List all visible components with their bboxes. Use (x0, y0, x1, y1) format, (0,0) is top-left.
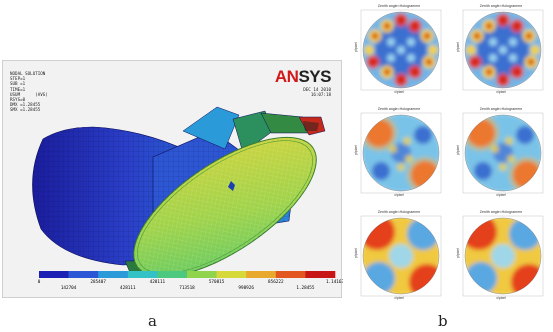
map-ylabel: y/pixel (353, 248, 358, 258)
map-ylabel: y/pixel (353, 42, 358, 52)
time-text: 16:07:18 (310, 92, 331, 98)
map-xlabel: x/pixel (394, 193, 404, 197)
panel-label-a: a (148, 312, 157, 330)
legend-swatch (68, 271, 99, 278)
legend-swatch (246, 271, 277, 278)
legend-tick-label: 713518 (179, 285, 195, 291)
legend-swatch (39, 271, 69, 278)
legend-swatch (275, 271, 306, 278)
panel-label-b: b (438, 312, 448, 330)
date-text: DEC 14 2010 (303, 87, 331, 92)
legend-tick-label: 428111 (120, 285, 136, 291)
map-xlabel: x/pixel (496, 90, 506, 94)
legend-tick-label: 142704 (61, 285, 77, 291)
map-title: Zenith angle=Hologramme (479, 107, 523, 111)
map-title: Zenith angle=Hologramme (377, 107, 421, 111)
map-ylabel: y/pixel (455, 145, 460, 155)
map-title: Zenith angle=Hologramme (479, 4, 523, 8)
legend-swatch (305, 271, 336, 278)
legend-tick-label: 998926 (238, 285, 254, 291)
contour-map: Zenith angle=Hologramme y/pixel x/pixel (455, 106, 547, 198)
legend-tick-label: 570815 (209, 279, 225, 285)
map-ylabel: y/pixel (455, 248, 460, 258)
header-line: NODAL SOLUTION (10, 71, 46, 76)
contour-map: Zenith angle=Hologramme y/pixel x/pixel (353, 106, 445, 198)
contour-map: Zenith angle=Hologramme y/pixel x/pixel (353, 209, 445, 301)
map-xlabel: x/pixel (496, 193, 506, 197)
legend-swatch (216, 271, 247, 278)
map-title: Zenith angle=Hologramme (377, 210, 421, 214)
legend-tick-label: 428111 (150, 279, 166, 285)
support-frame (182, 106, 240, 150)
ansys-logo: ANSYS (274, 67, 332, 87)
logo-suffix: SYS (298, 67, 331, 86)
map-title: Zenith angle=Hologramme (479, 210, 523, 214)
header-line: SUB =1 (10, 81, 26, 87)
map-ylabel: y/pixel (353, 145, 358, 155)
legend-swatch (157, 271, 188, 278)
header-line: TIME=1 (10, 86, 26, 92)
logo-prefix: AN (274, 67, 299, 86)
header-line: USUM (AVG) (10, 91, 48, 97)
contour-map: Zenith angle=Hologramme y/pixel x/pixel (455, 209, 547, 301)
legend-swatch (187, 271, 217, 278)
map-xlabel: x/pixel (496, 296, 506, 300)
legend-tick-label: 0 (38, 279, 41, 285)
map-title: Zenith angle=Hologramme (377, 4, 421, 8)
color-legend: 0 285407 428111 570815 856222 1.14163 142704 42… (38, 271, 343, 291)
legend-tick-label: 1.28455 (296, 285, 315, 291)
map-ylabel: y/pixel (455, 42, 460, 52)
legend-swatch (98, 271, 129, 278)
legend-swatch (127, 271, 158, 278)
contour-map: Zenith angle=Hologramme y/pixel x/pixel (353, 3, 445, 95)
header-line: DMX =1.28455 (10, 102, 41, 108)
map-xlabel: x/pixel (394, 296, 404, 300)
solution-header: NODAL SOLUTION STEP=1 SUB =1 TIME=1 USUM… (10, 71, 48, 113)
header-line: RSYS=0 (10, 97, 26, 103)
contour-map: Zenith angle=Hologramme y/pixel x/pixel (455, 3, 547, 95)
timestamp: DEC 14 2010 16:07:18 (303, 87, 331, 97)
map-xlabel: x/pixel (394, 90, 404, 94)
header-line: SMX =1.28455 (10, 107, 41, 113)
header-line: STEP=1 (10, 76, 26, 82)
ansys-result-panel: NODAL SOLUTION STEP=1 SUB =1 TIME=1 USUM… (2, 60, 343, 298)
legend-tick-label: 856222 (268, 279, 284, 285)
legend-tick-label: 285407 (90, 279, 106, 285)
fe-model-render (32, 106, 326, 278)
legend-tick-label: 1.14163 (326, 279, 343, 285)
